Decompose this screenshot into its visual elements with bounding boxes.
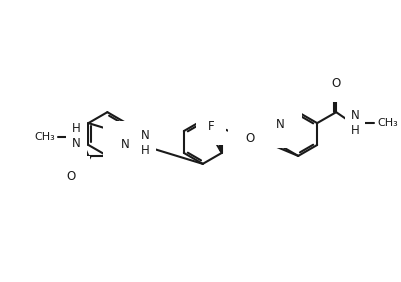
Text: N: N [121, 138, 130, 151]
Text: N
H: N H [350, 109, 358, 137]
Text: O: O [245, 131, 255, 144]
Text: N
H: N H [141, 129, 150, 157]
Text: CH₃: CH₃ [376, 118, 397, 128]
Text: O: O [67, 170, 76, 183]
Text: F: F [207, 120, 214, 133]
Text: N: N [275, 118, 284, 131]
Text: H
N: H N [72, 122, 81, 150]
Text: CH₃: CH₃ [34, 132, 55, 142]
Text: O: O [331, 77, 340, 90]
